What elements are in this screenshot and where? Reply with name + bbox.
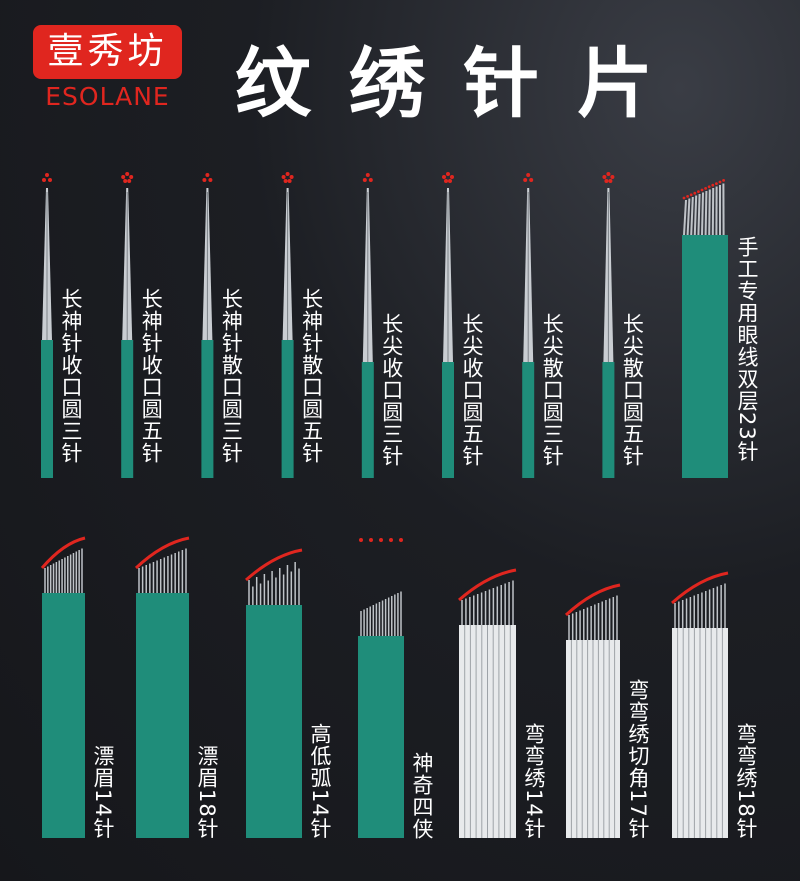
needle-dot [715,182,718,186]
needle-line [686,198,691,236]
needle-dot [442,175,446,179]
needle-dot [283,179,288,183]
brand: ESOLANE [45,82,170,111]
needle-line [704,190,708,236]
needle-dot [368,178,373,182]
needle-dot [281,175,286,179]
product-label: 长神针收口圆五针 [139,288,164,464]
needle-dot [697,190,700,194]
product-label: 漂眉18针 [195,745,219,840]
handle [682,235,728,478]
product-label: 长神针收口圆三针 [59,288,83,464]
product-label: 长尖收口圆五针 [460,313,484,467]
needle-line [708,189,711,236]
needle-dot [285,172,290,176]
needle-dot [718,180,722,184]
needle-dot [121,175,126,179]
handle [136,593,189,838]
needle-dot [704,187,707,190]
needle-dot [604,179,609,183]
needle-line [697,193,701,236]
needle-dot [707,185,711,189]
blade-edge [671,571,729,605]
blade-edge [134,536,190,570]
needle-dot [523,178,528,182]
needle-dot [610,175,615,179]
needle-dot [287,179,292,183]
needle-dot [389,538,393,542]
needle-dot [129,175,134,179]
needle-dot [711,183,715,187]
product-label: 高低弧14针 [308,723,332,840]
product-label: 弯弯绣14针 [522,723,546,840]
product-label: 漂眉14针 [91,745,115,840]
needle-dot [123,179,128,183]
needle-dot [45,173,49,177]
handle [42,593,85,838]
blade-edge [245,548,303,582]
handle [246,605,302,838]
needle-dot [289,175,294,179]
needle-dot [682,196,686,200]
product-label: 弯弯绣切角17针 [626,679,650,840]
needle-line [690,196,694,236]
needle-dot [399,538,403,542]
needle-dot [127,179,132,183]
product-label: 长尖散口圆三针 [540,313,565,467]
needle-dot [700,188,704,192]
needle-line [701,192,704,236]
needle-dot [125,172,130,176]
needle-dot [208,178,213,182]
needle-dot [529,178,534,182]
needle-dot [362,178,367,182]
needle-dot [722,179,725,182]
handle [361,362,374,478]
needle-dot [202,178,207,182]
needle-dot [448,179,452,183]
product-label: 长神针散口圆五针 [299,288,324,464]
needle-dot [444,179,448,183]
product-label: 神奇四侠 [410,752,434,840]
handle [442,362,454,478]
needle-dot [359,538,363,542]
product-label: 长神针散口圆三针 [219,288,244,464]
handle [121,340,134,478]
handle [358,636,404,838]
handle [41,340,53,478]
needle-line [683,199,687,236]
needle-dot [379,538,383,542]
needle-dot [446,172,450,176]
product-label: 弯弯绣18针 [734,723,758,840]
blade-edge [564,583,621,617]
needle-dot [369,538,373,542]
handle [602,362,615,478]
needle-dot [526,173,531,177]
needle-dot [693,191,697,195]
needle-line [693,195,698,236]
needle-dot [608,179,613,183]
blade-edge [40,536,86,569]
product-label: 手工专用眼线双层23针 [735,236,759,463]
needle-dot [42,178,46,182]
needle-dot [686,195,689,198]
needle-dot [205,173,210,177]
title: 纹绣针片 [235,39,691,128]
handle [201,340,214,478]
handle [281,340,294,478]
needle-dot [365,173,370,177]
logo: 壹秀坊 [33,25,182,79]
needle-dot [48,178,52,182]
product-label: 长尖收口圆三针 [379,313,404,467]
needle-dot [689,193,693,197]
handle [522,362,535,478]
needle-dot [602,175,607,179]
needle-dot [450,175,454,179]
product-label: 长尖散口圆五针 [620,313,645,467]
blade-edge [458,568,517,602]
needle-dot [606,172,611,176]
